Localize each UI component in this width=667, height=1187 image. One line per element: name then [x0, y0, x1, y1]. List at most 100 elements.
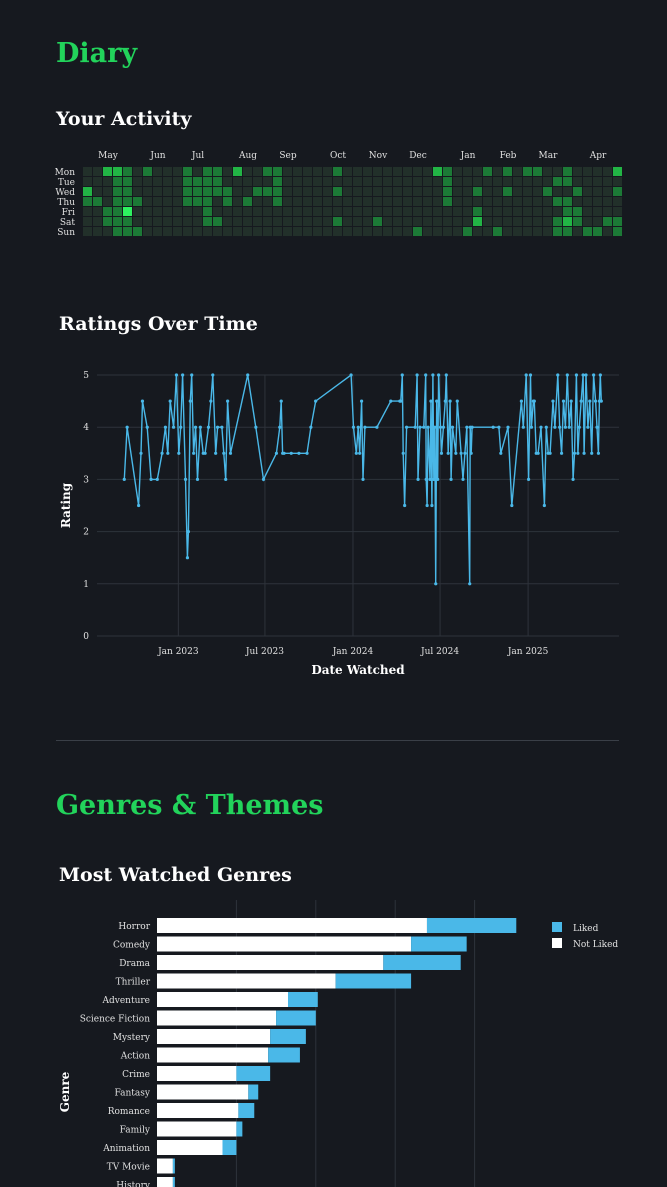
heatmap-cell — [293, 197, 302, 206]
heatmap-cell — [213, 187, 222, 196]
rating-point — [183, 477, 188, 481]
heatmap-cell — [333, 197, 342, 206]
heatmap-cell — [283, 207, 292, 216]
heatmap-cell — [143, 177, 152, 186]
heatmap-cell — [523, 227, 532, 236]
heatmap-cell — [143, 167, 152, 176]
rating-point — [510, 503, 514, 508]
rating-point — [563, 425, 568, 429]
heatmap-cell — [403, 197, 412, 206]
genre-label: Romance — [108, 1107, 150, 1117]
heatmap-cell — [613, 167, 622, 176]
genre-label: Science Fiction — [80, 1015, 151, 1025]
heatmap-cell — [333, 217, 342, 226]
rating-point — [599, 399, 603, 403]
rating-point — [356, 425, 360, 429]
heatmap-day-label: Sat — [60, 218, 76, 228]
bar-liked — [335, 973, 412, 989]
heatmap-cell — [313, 227, 322, 236]
heatmap-cell — [313, 177, 322, 186]
heatmap-cell — [453, 217, 462, 226]
rating-point — [565, 373, 569, 377]
rating-point — [274, 451, 279, 455]
rating-point — [418, 425, 422, 429]
heatmap-cell — [373, 207, 382, 216]
heatmap-cell — [473, 207, 482, 216]
heatmap-cell — [613, 227, 622, 236]
heatmap-cell — [373, 217, 382, 226]
rating-point — [222, 451, 226, 455]
rating-point — [246, 373, 250, 377]
heatmap-cell — [533, 197, 542, 206]
heatmap-cell — [123, 187, 132, 196]
heatmap-cell — [573, 207, 582, 216]
heatmap-cell — [533, 167, 542, 176]
genre-label: History — [116, 1181, 151, 1187]
heatmap-cell — [613, 187, 622, 196]
bar-not-liked — [157, 1121, 237, 1137]
heatmap-cell — [93, 227, 102, 236]
rating-point — [434, 582, 438, 586]
heatmap-cell — [133, 187, 142, 196]
rating-point — [193, 425, 198, 429]
heatmap-cell — [163, 167, 172, 176]
heatmap-cell — [373, 187, 382, 196]
heatmap-cell — [443, 177, 452, 186]
rating-point — [349, 373, 353, 377]
rating-point — [588, 399, 592, 403]
rating-point — [171, 425, 176, 429]
rating-point — [422, 425, 426, 429]
heatmap-cell — [93, 217, 102, 226]
rating-point — [195, 477, 200, 481]
heatmap-cell — [593, 187, 602, 196]
heatmap-cell — [483, 217, 492, 226]
rating-point — [459, 451, 463, 455]
rating-point — [254, 425, 258, 429]
rating-point — [228, 451, 233, 455]
rating-point — [569, 399, 573, 403]
heatmap-day-label: Sun — [57, 228, 75, 238]
heatmap-cell — [153, 177, 162, 186]
rating-point — [432, 477, 436, 481]
heatmap-cell — [493, 187, 502, 196]
heatmap-cell — [403, 227, 412, 236]
heatmap-cell — [503, 217, 512, 226]
heatmap-cell — [413, 227, 422, 236]
rating-point — [401, 451, 405, 455]
heatmap-cell — [103, 167, 112, 176]
heatmap-cell — [323, 227, 332, 236]
rating-point — [179, 425, 183, 429]
rating-point — [429, 399, 433, 403]
rating-point — [435, 399, 439, 403]
heatmap-cell — [203, 207, 212, 216]
heatmap-cell — [443, 197, 452, 206]
heatmap-cell — [83, 177, 92, 186]
rating-point — [413, 425, 417, 429]
bar-not-liked — [157, 973, 336, 989]
heatmap-cell — [123, 167, 132, 176]
heatmap-cell — [483, 197, 492, 206]
rating-point — [576, 451, 580, 455]
heatmap-cell — [103, 177, 112, 186]
y-tick-label: 3 — [83, 475, 89, 485]
rating-point — [425, 503, 429, 508]
rating-point — [433, 425, 437, 429]
bar-liked — [270, 1029, 306, 1044]
heatmap-cell — [153, 197, 162, 206]
heatmap-cell — [603, 167, 612, 176]
heatmap-cell — [303, 217, 312, 226]
rating-point — [596, 451, 601, 455]
rating-point — [448, 399, 452, 403]
bar-liked — [288, 992, 318, 1007]
heatmap-cell — [303, 167, 312, 176]
heatmap-cell — [203, 187, 212, 196]
x-axis-title: Date Watched — [311, 663, 405, 677]
heatmap-cell — [223, 187, 232, 196]
heatmap-cell — [353, 207, 362, 216]
rating-point — [215, 425, 220, 429]
y-tick-label: 5 — [83, 371, 89, 381]
rating-point — [551, 399, 555, 403]
heatmap-cell — [233, 217, 242, 226]
genre-label: TV Movie — [107, 1163, 150, 1173]
heatmap-cell — [333, 177, 342, 186]
